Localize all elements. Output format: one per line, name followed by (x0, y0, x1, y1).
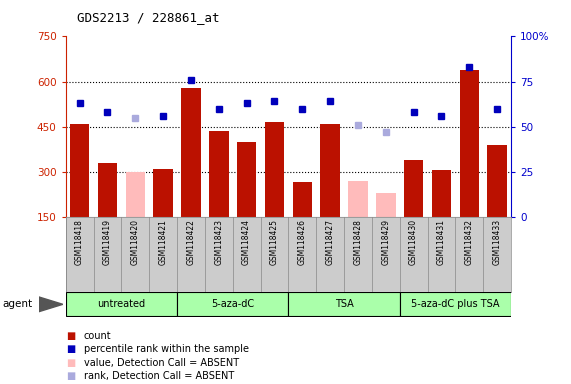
Text: GSM118427: GSM118427 (325, 219, 335, 265)
Text: GSM118424: GSM118424 (242, 219, 251, 265)
Text: agent: agent (3, 299, 33, 310)
Bar (265, 122, 284, 217)
Text: rank, Detection Call = ABSENT: rank, Detection Call = ABSENT (84, 371, 234, 381)
Bar (70, 124, 89, 217)
Text: GSM118428: GSM118428 (353, 219, 363, 265)
Text: GSM118429: GSM118429 (381, 219, 391, 265)
Text: TSA: TSA (335, 299, 353, 310)
Text: percentile rank within the sample: percentile rank within the sample (84, 344, 249, 354)
Polygon shape (39, 297, 63, 312)
Text: GSM118421: GSM118421 (159, 219, 168, 265)
Text: value, Detection Call = ABSENT: value, Detection Call = ABSENT (84, 358, 239, 368)
Text: GSM118419: GSM118419 (103, 219, 112, 265)
Bar (237, 142, 256, 217)
Text: GSM118426: GSM118426 (297, 219, 307, 265)
Bar (348, 181, 368, 217)
Text: count: count (84, 331, 111, 341)
Bar (98, 163, 117, 217)
Text: GSM118420: GSM118420 (131, 219, 140, 265)
Bar (126, 172, 145, 217)
Text: GSM118418: GSM118418 (75, 219, 84, 265)
Text: GSM118433: GSM118433 (493, 219, 502, 265)
Bar (288, 292, 400, 316)
Bar (432, 170, 451, 217)
Bar (209, 131, 228, 217)
Bar (404, 160, 423, 217)
Text: ■: ■ (66, 344, 75, 354)
Text: ■: ■ (66, 331, 75, 341)
Text: ■: ■ (66, 358, 75, 368)
Bar (177, 292, 288, 316)
Text: 5-aza-dC plus TSA: 5-aza-dC plus TSA (411, 299, 500, 310)
Text: GSM118430: GSM118430 (409, 219, 418, 265)
Text: GDS2213 / 228861_at: GDS2213 / 228861_at (77, 12, 220, 25)
Bar (460, 70, 479, 217)
Bar (66, 292, 177, 316)
Text: 5-aza-dC: 5-aza-dC (211, 299, 254, 310)
Text: GSM118432: GSM118432 (465, 219, 474, 265)
Text: GSM118423: GSM118423 (214, 219, 223, 265)
Bar (376, 193, 396, 217)
Bar (154, 169, 173, 217)
Bar (488, 145, 507, 217)
Text: untreated: untreated (97, 299, 146, 310)
Text: GSM118422: GSM118422 (186, 219, 195, 265)
Bar (181, 88, 200, 217)
Bar (292, 182, 312, 217)
Bar (400, 292, 511, 316)
Bar (320, 124, 340, 217)
Text: GSM118431: GSM118431 (437, 219, 446, 265)
Text: GSM118425: GSM118425 (270, 219, 279, 265)
Text: ■: ■ (66, 371, 75, 381)
